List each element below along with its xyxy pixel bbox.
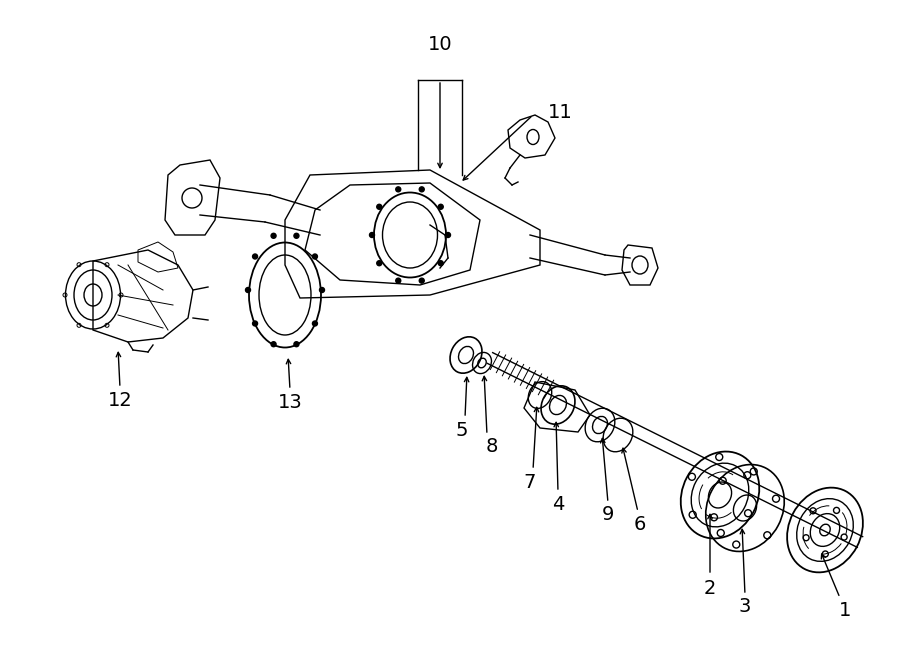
Circle shape — [419, 187, 424, 192]
Text: 6: 6 — [634, 514, 646, 533]
Text: 10: 10 — [428, 36, 453, 54]
Text: 3: 3 — [739, 598, 752, 617]
Text: 5: 5 — [455, 420, 468, 440]
Text: 4: 4 — [552, 494, 564, 514]
Circle shape — [438, 204, 443, 210]
Circle shape — [377, 204, 382, 210]
Circle shape — [271, 233, 276, 238]
Circle shape — [446, 233, 451, 237]
Circle shape — [271, 342, 276, 347]
Circle shape — [312, 321, 318, 326]
Circle shape — [419, 278, 424, 283]
Circle shape — [370, 233, 374, 237]
Circle shape — [246, 288, 250, 293]
Circle shape — [438, 260, 443, 266]
Circle shape — [396, 187, 400, 192]
Text: 8: 8 — [486, 438, 499, 457]
Text: 9: 9 — [602, 506, 614, 524]
Circle shape — [294, 233, 299, 238]
Circle shape — [253, 321, 257, 326]
Text: 13: 13 — [277, 393, 302, 412]
Text: 7: 7 — [524, 473, 536, 492]
Text: 2: 2 — [704, 578, 716, 598]
Circle shape — [253, 254, 257, 259]
Text: 12: 12 — [108, 391, 132, 410]
Text: 11: 11 — [547, 102, 572, 122]
Circle shape — [377, 260, 382, 266]
Circle shape — [294, 342, 299, 347]
Circle shape — [320, 288, 325, 293]
Text: 1: 1 — [839, 600, 851, 619]
Circle shape — [312, 254, 318, 259]
Circle shape — [396, 278, 400, 283]
